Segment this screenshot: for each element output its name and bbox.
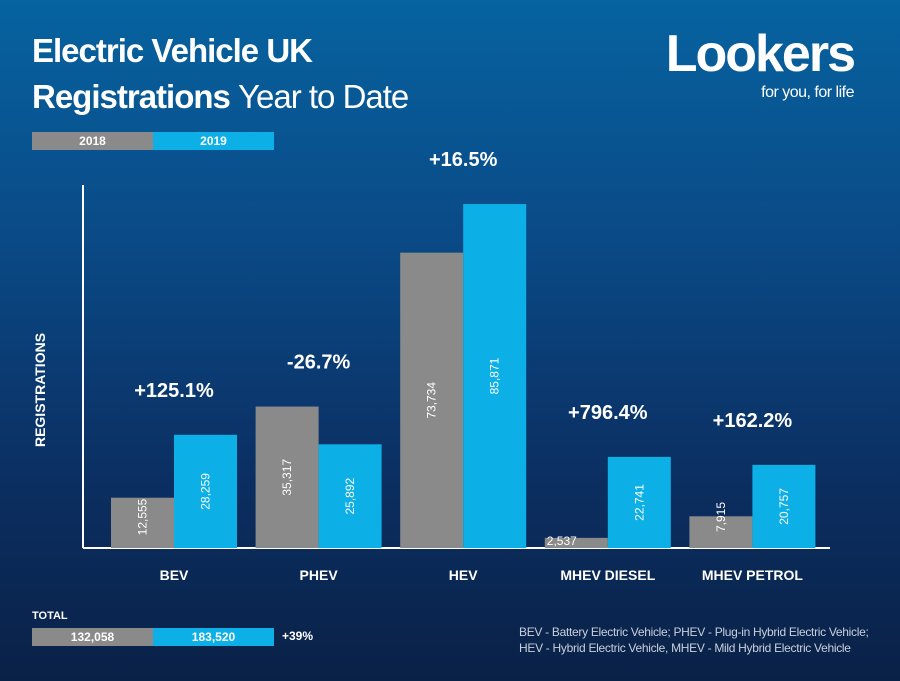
bar-2018-bev <box>111 497 174 548</box>
data-label: 25,892 <box>343 477 357 514</box>
bar-2019-mhev-petrol <box>752 464 816 548</box>
bar-2019-phev <box>318 444 382 548</box>
data-label: 85,871 <box>488 357 502 394</box>
change-label: -26.7% <box>287 352 351 374</box>
category-label: HEV <box>449 567 478 583</box>
legend-2018: 2018 <box>32 132 153 150</box>
footnote-line-2: HEV - Hybrid Electric Vehicle, MHEV - Mi… <box>519 641 851 655</box>
data-label: 20,757 <box>777 488 791 525</box>
page-title: Electric Vehicle UK Registrations Year t… <box>32 28 409 120</box>
legend-2019: 2019 <box>153 132 274 150</box>
title-light: Year to Date <box>238 78 409 115</box>
total-2018: 132,058 <box>32 628 153 646</box>
change-label: +796.4% <box>568 402 648 424</box>
data-label: 35,317 <box>280 459 294 496</box>
bar-2018-phev <box>255 406 319 548</box>
change-label: +162.2% <box>713 410 793 432</box>
title-line-1: Electric Vehicle UK <box>32 32 313 69</box>
logo-tagline: for you, for life <box>761 84 854 101</box>
change-label: +16.5% <box>429 149 498 171</box>
footnote-line-1: BEV - Battery Electric Vehicle; PHEV - P… <box>519 625 869 639</box>
category-label: BEV <box>160 567 189 583</box>
bar-2019-bev <box>174 434 237 548</box>
data-label: 28,259 <box>199 473 213 510</box>
bar-2018-mhev-diesel <box>544 537 608 548</box>
category-label: MHEV DIESEL <box>560 567 655 583</box>
title-line-2: Registrations Year to Date <box>32 74 409 120</box>
bar-2018-mhev-petrol <box>689 516 753 548</box>
data-label: 7,915 <box>714 502 728 532</box>
category-label: MHEV PETROL <box>702 567 804 583</box>
bar-2019-mhev-diesel <box>607 456 671 548</box>
total-2019: 183,520 <box>153 628 274 646</box>
title-bold: Registrations <box>32 78 231 115</box>
legend: 2018 2019 <box>32 132 274 150</box>
bar-2018-hev <box>400 252 464 549</box>
bar-2019-hev <box>463 204 527 548</box>
data-label: 73,734 <box>425 382 439 419</box>
data-label: 2,537 <box>547 534 577 548</box>
totals-bar: 132,058 183,520 <box>32 628 274 646</box>
total-change: +39% <box>282 629 314 643</box>
change-label: +125.1% <box>134 380 214 402</box>
data-label: 22,741 <box>632 484 646 521</box>
category-label: PHEV <box>300 567 339 583</box>
footnote: BEV - Battery Electric Vehicle; PHEV - P… <box>519 624 869 656</box>
total-label: TOTAL <box>32 610 68 622</box>
logo-brand: Lookers <box>665 25 856 83</box>
data-label: 12,555 <box>136 498 150 535</box>
lookers-logo: Lookers for you, for life <box>665 25 856 102</box>
